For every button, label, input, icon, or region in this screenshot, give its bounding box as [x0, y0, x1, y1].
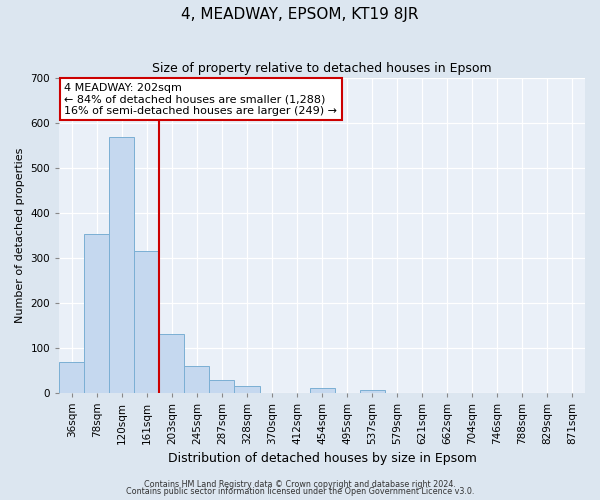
X-axis label: Distribution of detached houses by size in Epsom: Distribution of detached houses by size …: [167, 452, 476, 465]
Text: 4, MEADWAY, EPSOM, KT19 8JR: 4, MEADWAY, EPSOM, KT19 8JR: [181, 8, 419, 22]
Text: Contains HM Land Registry data © Crown copyright and database right 2024.: Contains HM Land Registry data © Crown c…: [144, 480, 456, 489]
Bar: [359, 390, 385, 392]
Bar: [109, 138, 134, 392]
Text: 4 MEADWAY: 202sqm
← 84% of detached houses are smaller (1,288)
16% of semi-detac: 4 MEADWAY: 202sqm ← 84% of detached hous…: [64, 83, 337, 116]
Y-axis label: Number of detached properties: Number of detached properties: [15, 148, 25, 323]
Title: Size of property relative to detached houses in Epsom: Size of property relative to detached ho…: [152, 62, 492, 76]
Bar: [310, 388, 335, 392]
Bar: [134, 251, 160, 392]
Bar: [209, 380, 235, 392]
Bar: [84, 234, 109, 392]
Bar: [184, 366, 209, 392]
Bar: [235, 386, 260, 392]
Bar: [59, 362, 84, 392]
Bar: [160, 334, 184, 392]
Text: Contains public sector information licensed under the Open Government Licence v3: Contains public sector information licen…: [126, 488, 474, 496]
